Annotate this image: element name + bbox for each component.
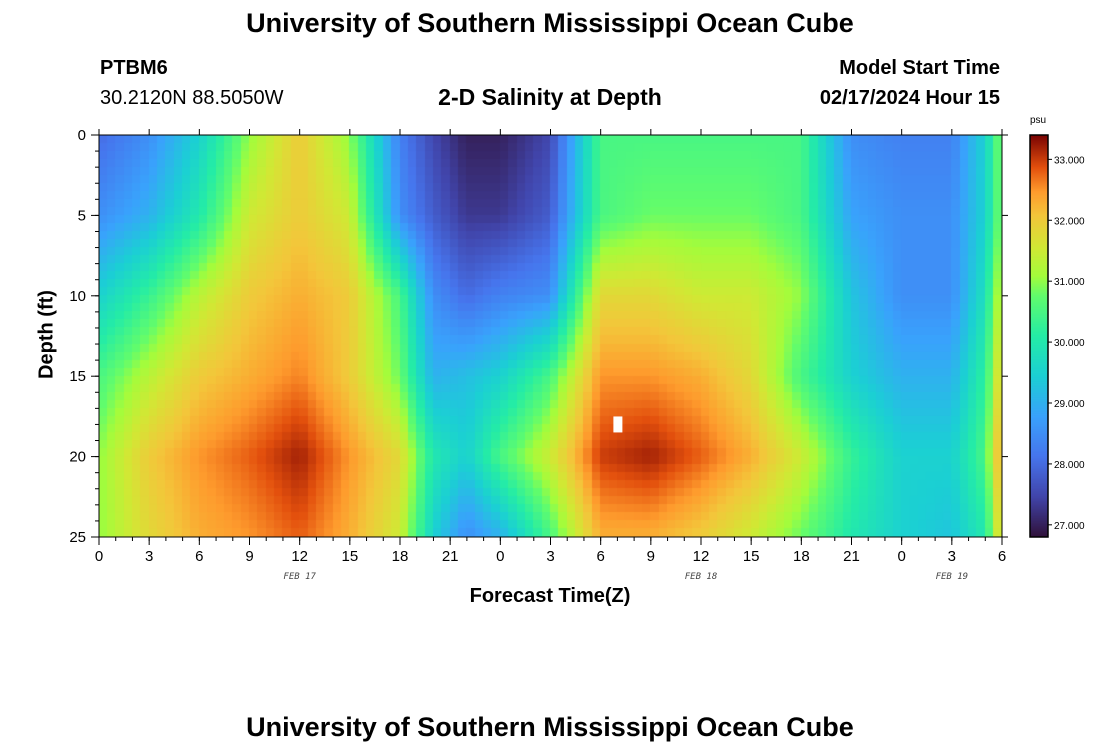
plot-title: 2-D Salinity at Depth (438, 84, 662, 110)
x-tick-label: 3 (145, 548, 153, 565)
x-tick-label: 0 (95, 548, 103, 565)
x-tick-label: 21 (442, 548, 459, 565)
colorbar-tick-label: 30.000 (1054, 338, 1085, 349)
x-tick-label: 15 (341, 548, 358, 565)
x-tick-label: 15 (743, 548, 760, 565)
colorbar-tick-label: 29.000 (1054, 399, 1085, 410)
x-tick-label: 3 (948, 548, 956, 565)
x-tick-label: 12 (693, 548, 710, 565)
station-coordinates: 30.2120N 88.5050W (100, 87, 284, 109)
colorbar-units: psu (1030, 115, 1047, 126)
y-tick-label: 20 (69, 449, 86, 466)
x-tick-label: 0 (496, 548, 504, 565)
x-tick-label: 3 (546, 548, 554, 565)
x-tick-label: 18 (392, 548, 409, 565)
colorbar-tick-label: 32.000 (1054, 216, 1085, 227)
salinity-heatmap (99, 135, 1002, 537)
x-tick-label: 0 (897, 548, 905, 565)
position-marker (613, 416, 623, 433)
colorbar-tick-label: 27.000 (1054, 521, 1085, 532)
y-tick-label: 15 (69, 368, 86, 385)
page-title: University of Southern Mississippi Ocean… (246, 8, 854, 38)
y-tick-label: 5 (78, 207, 86, 224)
date-label: FEB 18 (685, 572, 718, 582)
colorbar-tick-label: 31.000 (1054, 277, 1085, 288)
y-axis-title: Depth (ft) (35, 290, 58, 379)
colorbar-tick-label: 28.000 (1054, 460, 1085, 471)
x-axis-title: Forecast Time(Z) (469, 585, 631, 607)
colorbar-tick-label: 33.000 (1054, 155, 1085, 166)
date-label: FEB 17 (283, 572, 316, 582)
x-tick-label: 12 (291, 548, 308, 565)
colorbar-border (1029, 134, 1049, 538)
x-tick-label: 6 (596, 548, 604, 565)
plot-border (98, 134, 1003, 538)
x-tick-label: 9 (647, 548, 655, 565)
date-label: FEB 19 (936, 572, 969, 582)
model-start-value: 02/17/2024 Hour 15 (819, 87, 1000, 109)
station-id: PTBM6 (100, 57, 168, 79)
footer-title: University of Southern Mississippi Ocean… (246, 712, 854, 742)
y-tick-label: 10 (69, 288, 86, 305)
x-tick-label: 21 (843, 548, 860, 565)
x-tick-label: 9 (245, 548, 253, 565)
y-tick-label: 25 (69, 529, 86, 546)
colorbar (1030, 135, 1048, 537)
model-start-label: Model Start Time (839, 57, 1000, 79)
y-tick-label: 0 (78, 127, 86, 144)
x-tick-label: 6 (195, 548, 203, 565)
x-tick-label: 18 (793, 548, 810, 565)
x-tick-label: 6 (998, 548, 1006, 565)
